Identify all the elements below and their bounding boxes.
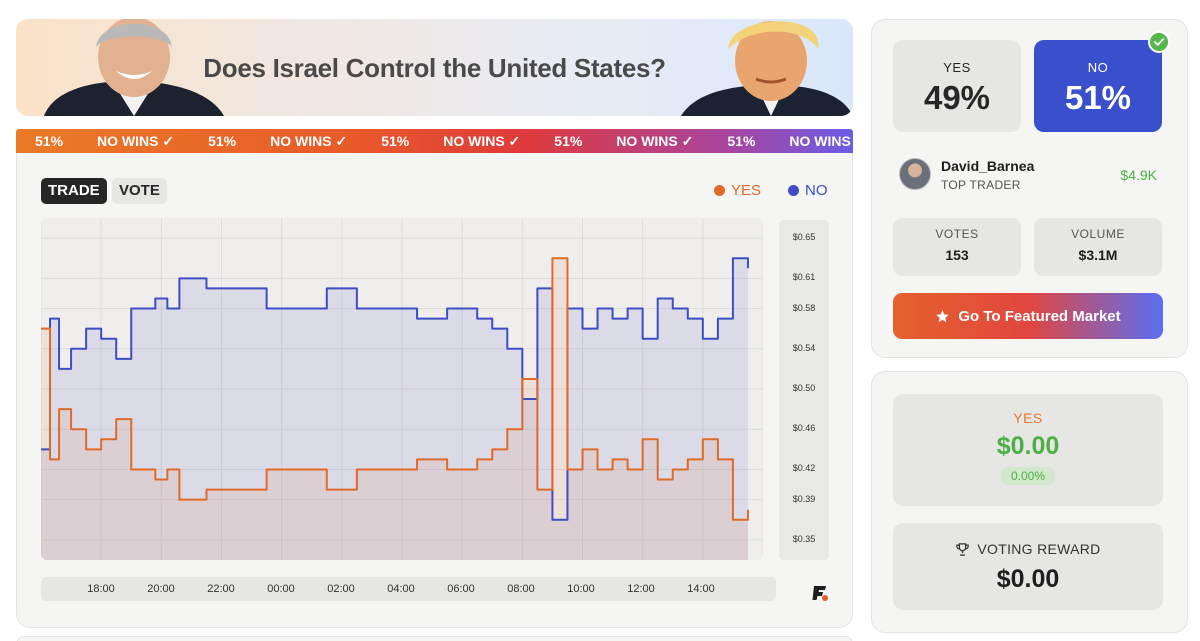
x-tick-label: 04:00 bbox=[387, 583, 415, 595]
legend-yes-label: YES bbox=[731, 182, 762, 199]
y-tick-label: $0.50 bbox=[792, 383, 816, 393]
x-tick-label: 06:00 bbox=[447, 583, 475, 595]
yes-price-label: YES bbox=[943, 60, 971, 75]
yes-price-value: 49% bbox=[923, 79, 991, 116]
votes-value: 153 bbox=[945, 247, 969, 263]
trader-role: TOP TRADER bbox=[941, 178, 1021, 192]
featured-market-label: Go To Featured Market bbox=[958, 307, 1121, 325]
volume-value: $3.1M bbox=[1078, 247, 1118, 263]
price-chart[interactable] bbox=[41, 218, 763, 560]
x-tick-label: 22:00 bbox=[207, 583, 235, 595]
x-tick-label: 14:00 bbox=[687, 583, 715, 595]
market-title: Does Israel Control the United States? bbox=[203, 53, 666, 83]
series-line-no bbox=[41, 257, 749, 521]
trader-amount: $4.9K bbox=[1120, 167, 1157, 183]
voting-reward-amount: $0.00 bbox=[996, 565, 1060, 593]
trader-avatar bbox=[899, 158, 931, 190]
ticker-no-wins: NO WINS ✓ bbox=[789, 132, 853, 149]
voting-reward-label: VOTING REWARD bbox=[977, 541, 1101, 557]
x-tick-label: 10:00 bbox=[567, 583, 595, 595]
position-yes-percent: 0.00% bbox=[1000, 467, 1056, 485]
x-axis: 18:00 20:00 22:00 00:00 02:00 04:00 06:00 08:00… bbox=[41, 577, 776, 601]
legend-yes-dot bbox=[714, 185, 725, 196]
market-summary-panel: YES 49% NO 51% David_Barnea TOP TRADER $… bbox=[871, 19, 1188, 358]
y-tick-label: $0.61 bbox=[792, 272, 816, 283]
voting-reward-header: VOTING REWARD bbox=[893, 541, 1163, 557]
ticker-no-wins: NO WINS ✓ bbox=[443, 132, 521, 149]
y-tick-label: $0.35 bbox=[792, 533, 816, 544]
y-tick-label: $0.65 bbox=[792, 232, 816, 243]
ticker-percent: 51% bbox=[208, 133, 237, 149]
no-price-label: NO bbox=[1087, 60, 1109, 75]
x-tick-label: 08:00 bbox=[507, 583, 535, 595]
yes-area bbox=[41, 258, 748, 560]
votes-label: VOTES bbox=[935, 227, 979, 241]
trader-name: David_Barnea bbox=[941, 158, 1035, 174]
vote-tab[interactable]: VOTE bbox=[112, 178, 167, 204]
volume-stat: VOLUME $3.1M bbox=[1034, 218, 1162, 276]
legend-no-label: NO bbox=[805, 182, 828, 199]
y-tick-label: $0.46 bbox=[792, 423, 816, 434]
y-axis: $0.65 $0.61 $0.58 $0.54 $0.50 $0.46 $0.42 $0.39… bbox=[779, 220, 829, 560]
no-price-button[interactable]: NO 51% bbox=[1034, 40, 1162, 132]
ticker-percent: 51% bbox=[727, 133, 756, 149]
brand-logo-icon bbox=[812, 586, 828, 601]
yes-price-button[interactable]: YES 49% bbox=[893, 40, 1021, 132]
star-icon bbox=[936, 309, 950, 322]
top-trader[interactable]: David_Barnea TOP TRADER $4.9K bbox=[899, 158, 1169, 198]
market-banner: Does Israel Control the United States? bbox=[16, 19, 853, 116]
y-tick-label: $0.58 bbox=[792, 302, 816, 313]
ticker-percent: 51% bbox=[35, 133, 64, 149]
legend-yes: YES bbox=[714, 182, 761, 199]
volume-label: VOLUME bbox=[1071, 227, 1125, 241]
portrait-right-image bbox=[681, 21, 853, 116]
ticker-no-wins: NO WINS ✓ bbox=[616, 132, 694, 149]
x-tick-label: 12:00 bbox=[627, 583, 655, 595]
featured-market-button[interactable]: Go To Featured Market bbox=[893, 293, 1163, 339]
yes-position-card: YES $0.00 0.00% bbox=[893, 394, 1163, 506]
y-tick-label: $0.42 bbox=[792, 463, 816, 474]
position-yes-label: YES bbox=[1013, 410, 1043, 426]
votes-stat: VOTES 153 bbox=[893, 218, 1021, 276]
position-yes-amount: $0.00 bbox=[996, 432, 1060, 460]
ticker-no-wins: NO WINS ✓ bbox=[97, 132, 175, 149]
user-position-panel: YES $0.00 0.00% VOTING REWARD $0.00 bbox=[871, 371, 1188, 633]
ticker-percent: 51% bbox=[554, 133, 583, 149]
winner-check-icon bbox=[1148, 31, 1170, 53]
ticker-percent: 51% bbox=[381, 133, 410, 149]
legend-no: NO bbox=[788, 182, 828, 199]
series-line-yes bbox=[41, 257, 749, 521]
no-price-value: 51% bbox=[1064, 79, 1132, 116]
trade-tab[interactable]: TRADE bbox=[41, 178, 107, 204]
y-tick-label: $0.39 bbox=[792, 493, 816, 504]
legend-no-dot bbox=[788, 185, 799, 196]
price-chart-svg bbox=[41, 218, 763, 560]
trophy-icon bbox=[956, 542, 970, 556]
outcome-ticker: 51% NO WINS ✓ 51% NO WINS ✓ 51% NO WINS … bbox=[16, 129, 853, 153]
x-tick-label: 00:00 bbox=[267, 583, 295, 595]
voting-reward-card: VOTING REWARD $0.00 bbox=[893, 523, 1163, 610]
y-tick-label: $0.54 bbox=[792, 342, 816, 353]
x-tick-label: 18:00 bbox=[87, 583, 115, 595]
chart-panel: TRADE VOTE YES NO $0.65 $0.61 $0.58 $0.54 $0… bbox=[16, 153, 853, 628]
x-tick-label: 20:00 bbox=[147, 583, 175, 595]
next-panel-edge bbox=[16, 636, 853, 641]
portrait-left-image bbox=[44, 19, 224, 116]
ticker-no-wins: NO WINS ✓ bbox=[270, 132, 348, 149]
no-area bbox=[41, 258, 748, 560]
x-tick-label: 02:00 bbox=[327, 583, 355, 595]
